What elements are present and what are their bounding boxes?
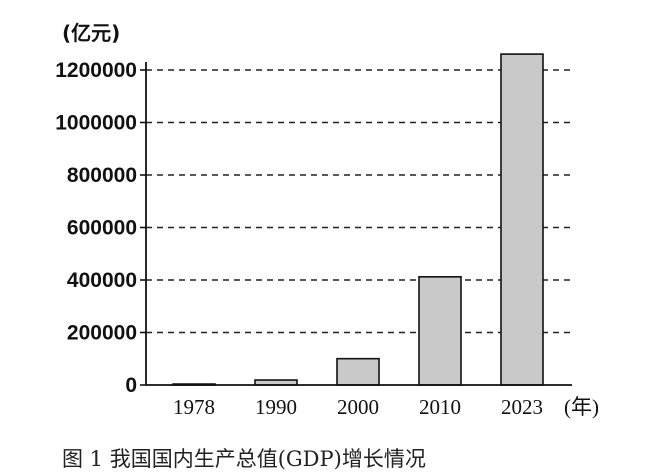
x-tick-label: 2023	[501, 395, 543, 419]
x-axis-unit-label: (年)	[564, 395, 599, 419]
y-tick-label: 200000	[67, 322, 137, 345]
y-tick-label: 1000000	[55, 112, 137, 135]
bars	[172, 53, 544, 386]
x-tick-label: 1990	[255, 395, 297, 419]
y-tick-label: 600000	[67, 217, 137, 240]
y-tick-label: 0	[125, 374, 137, 397]
bar-2000	[336, 357, 380, 386]
y-tick-label: 800000	[67, 164, 137, 187]
x-axis-ticks: 1978 1990 2000 2010 2023	[173, 395, 543, 419]
bar-2010	[418, 276, 462, 386]
x-tick-label: 1978	[173, 395, 215, 419]
y-tick-label: 1200000	[55, 59, 137, 82]
bar-2023	[500, 53, 544, 386]
x-tick-label: 2010	[419, 395, 461, 419]
y-axis-ticks: 0 200000 400000 600000 800000 1000000 1200000	[55, 59, 146, 397]
y-tick-label: 400000	[67, 269, 137, 292]
y-axis-unit-label: (亿元)	[62, 21, 120, 45]
figure-caption: 图 1 我国国内生产总值(GDP)增长情况	[62, 447, 426, 471]
x-tick-label: 2000	[337, 395, 379, 419]
